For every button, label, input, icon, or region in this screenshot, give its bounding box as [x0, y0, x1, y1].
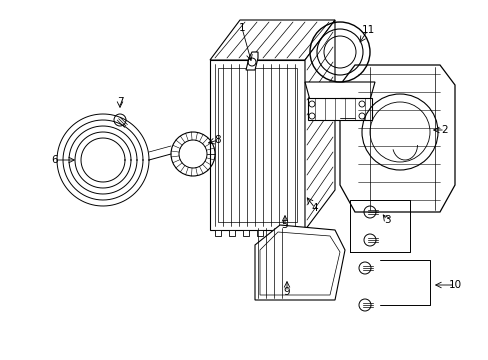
Text: 11: 11: [361, 25, 374, 35]
Text: 8: 8: [214, 135, 221, 145]
Polygon shape: [305, 20, 334, 230]
Bar: [228, 230, 235, 236]
Bar: [298, 230, 305, 236]
Text: 9: 9: [283, 287, 290, 297]
Text: 4: 4: [311, 203, 318, 213]
Bar: [209, 60, 305, 230]
Text: 1: 1: [238, 23, 245, 33]
Text: 5: 5: [281, 220, 288, 230]
Text: 10: 10: [447, 280, 461, 290]
Bar: [270, 230, 276, 236]
Bar: [215, 230, 221, 236]
Bar: [257, 230, 263, 236]
Bar: [243, 230, 248, 236]
Text: 2: 2: [441, 125, 447, 135]
Text: 3: 3: [383, 215, 389, 225]
Polygon shape: [254, 225, 345, 300]
Polygon shape: [305, 82, 374, 100]
Polygon shape: [209, 20, 334, 60]
Bar: [307, 98, 371, 120]
Text: 6: 6: [52, 155, 58, 165]
Text: 7: 7: [117, 97, 123, 107]
Polygon shape: [245, 52, 258, 70]
Bar: [218, 68, 296, 222]
Polygon shape: [339, 65, 454, 212]
Bar: [285, 230, 290, 236]
